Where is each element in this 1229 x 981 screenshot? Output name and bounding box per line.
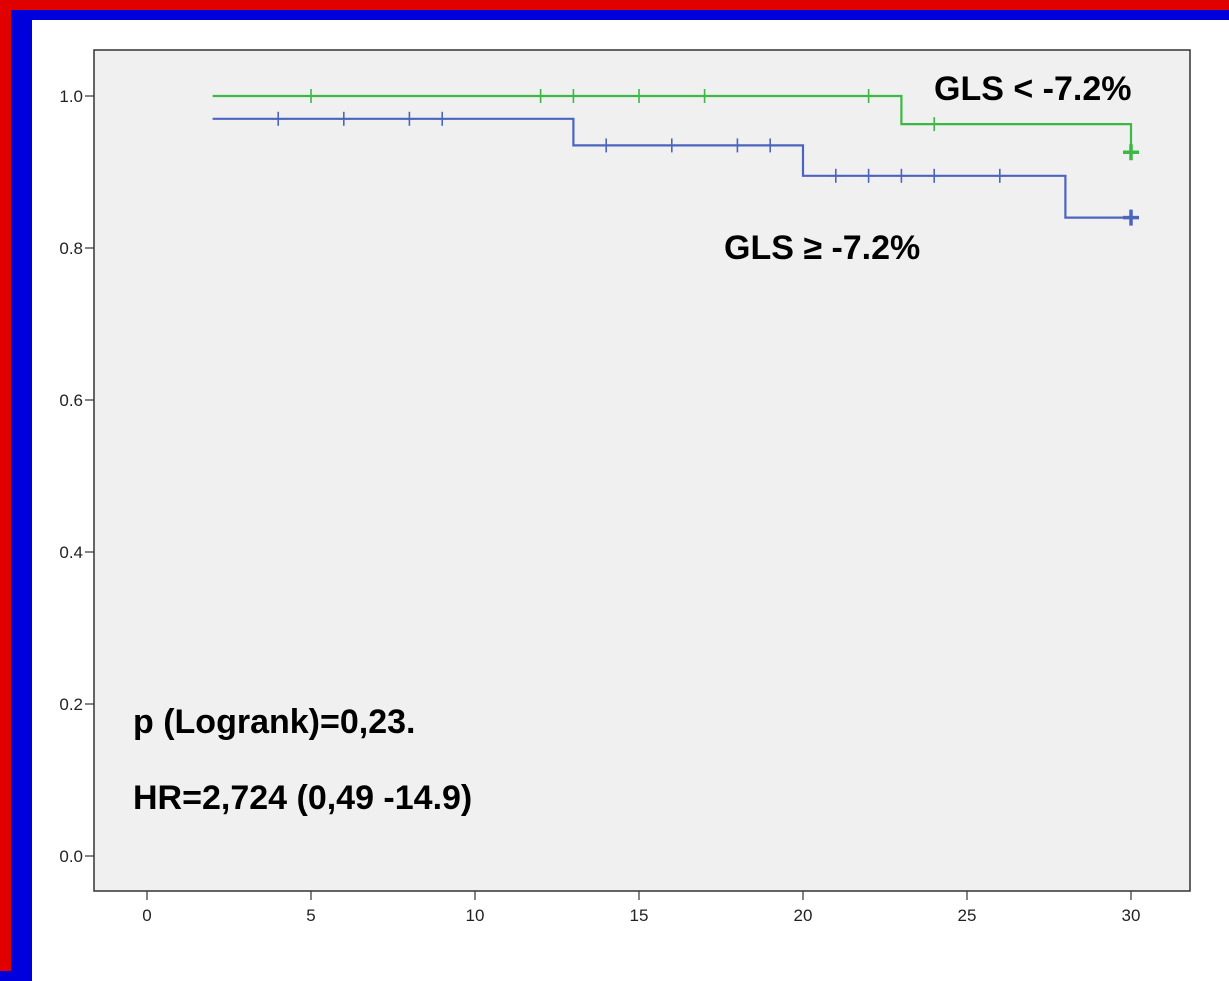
axes: 0 5 10 15 20 25 30 0.0 0.2 0.4 0.6 0.8 1.0 [59,87,1140,925]
censor-mark [665,138,678,153]
censor-mark [534,89,547,103]
km-curve-0 [212,94,1133,153]
y-tick-label: 0.6 [59,391,83,410]
x-tick-label: 20 [794,906,813,925]
censor-mark [993,168,1006,183]
x-tick-label: 0 [142,906,151,925]
y-tick-label: 0.0 [59,847,83,866]
censor-mark [1123,209,1139,226]
x-tick-label: 25 [958,906,977,925]
censor-mark [895,168,908,183]
censor-mark [928,168,941,183]
series-label-gls-low: GLS < -7.2% [934,70,1131,108]
censor-mark [337,111,350,126]
censor-mark [403,111,416,126]
censor-mark [731,138,744,153]
series-layer [212,89,1139,226]
censor-mark [928,117,941,132]
y-tick-label: 0.8 [59,239,83,258]
censor-mark [862,168,875,183]
series-label-gls-high: GLS ≥ -7.2% [724,229,920,267]
y-tick-label: 1.0 [59,87,83,106]
x-tick-label: 10 [466,906,485,925]
x-tick-label: 15 [630,906,649,925]
censor-mark [1123,144,1139,161]
censor-mark [698,89,711,103]
censor-mark [633,89,645,103]
censor-mark [764,138,777,153]
censor-mark [436,111,449,126]
km-curve-1 [212,117,1131,219]
y-tick-label: 0.4 [59,543,83,562]
x-tick-label: 5 [306,906,315,925]
censor-mark [829,168,842,183]
hazard-ratio: HR=2,724 (0,49 -14.9) [133,779,472,817]
x-tick-label: 30 [1122,906,1141,925]
censor-mark [862,89,875,103]
censor-mark [567,89,580,103]
y-tick-label: 0.2 [59,695,83,714]
censor-mark [272,111,285,126]
labels-layer: GLS < -7.2% GLS ≥ -7.2% p (Logrank)=0,23… [133,70,1131,817]
plot-area [93,49,1191,892]
censor-mark [305,89,317,103]
censor-mark [600,138,613,153]
logrank-pvalue: p (Logrank)=0,23. [133,703,415,741]
